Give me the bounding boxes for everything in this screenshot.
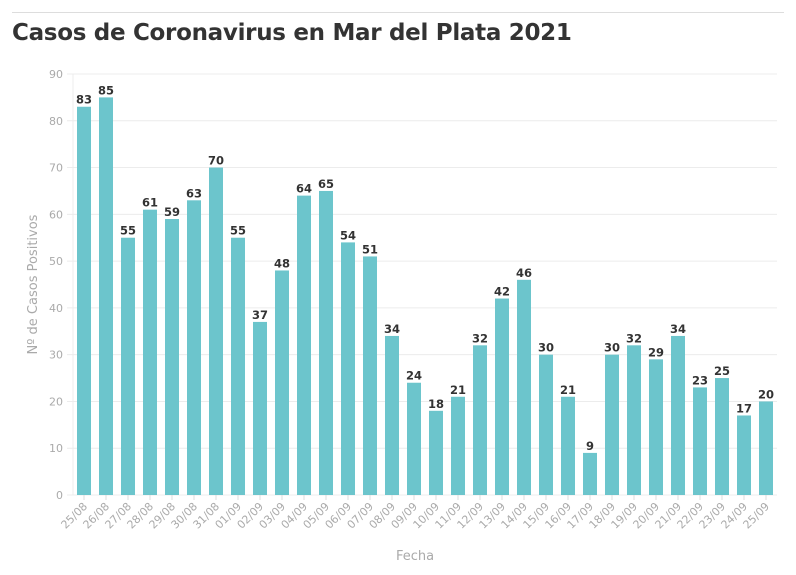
bar (385, 335, 399, 495)
y-tick-label: 40 (49, 302, 63, 315)
data-label: 24 (406, 369, 422, 383)
bar (319, 190, 333, 495)
data-label: 64 (296, 182, 312, 196)
data-label: 30 (538, 341, 554, 355)
data-label: 46 (516, 266, 532, 280)
bar (649, 359, 663, 495)
bar (253, 321, 267, 495)
data-label: 55 (120, 224, 136, 238)
bar (297, 195, 311, 495)
data-label: 85 (98, 83, 114, 97)
bar (99, 97, 113, 495)
data-label: 37 (252, 308, 268, 322)
data-label: 21 (450, 383, 466, 397)
y-axis-title: Nº de Casos Positivos (26, 214, 41, 354)
data-label: 25 (714, 364, 730, 378)
data-label: 54 (340, 228, 356, 242)
y-tick-label: 30 (49, 349, 63, 362)
data-label: 83 (76, 93, 92, 107)
y-tick-label: 20 (49, 395, 63, 408)
data-label: 42 (494, 285, 510, 299)
bar (209, 167, 223, 496)
data-label: 30 (604, 341, 620, 355)
bar (77, 106, 91, 495)
bar (715, 378, 729, 495)
data-label: 23 (692, 373, 708, 387)
bar (275, 270, 289, 495)
bar (605, 354, 619, 495)
data-label: 55 (230, 224, 246, 238)
bar (143, 209, 157, 495)
bar (671, 335, 685, 495)
x-axis-title: Fecha (396, 549, 434, 564)
data-label: 48 (274, 256, 290, 270)
bar (693, 387, 707, 495)
bar (759, 401, 773, 495)
bar (165, 219, 179, 495)
data-label: 9 (586, 439, 594, 453)
bar (473, 345, 487, 495)
bar (737, 415, 751, 495)
bar (627, 345, 641, 495)
y-tick-label: 90 (49, 68, 63, 81)
bar (341, 242, 355, 495)
data-label: 59 (164, 205, 180, 219)
bar (583, 452, 597, 495)
data-label: 29 (648, 345, 664, 359)
data-label: 34 (670, 322, 686, 336)
data-label: 32 (626, 331, 642, 345)
data-label: 70 (208, 154, 224, 168)
bar (539, 354, 553, 495)
chart-title: Casos de Coronavirus en Mar del Plata 20… (12, 20, 572, 46)
data-label: 32 (472, 331, 488, 345)
data-label: 51 (362, 242, 378, 256)
y-tick-label: 10 (49, 442, 63, 455)
y-tick-label: 0 (56, 489, 63, 502)
top-divider (12, 12, 784, 13)
y-tick-label: 50 (49, 255, 63, 268)
data-label: 18 (428, 397, 444, 411)
bar (517, 279, 531, 495)
bar (231, 237, 245, 495)
y-tick-label: 70 (49, 162, 63, 175)
data-label: 61 (142, 196, 158, 210)
bar (363, 256, 377, 495)
data-label: 65 (318, 177, 334, 191)
data-label: 34 (384, 322, 400, 336)
data-label: 21 (560, 383, 576, 397)
bar (451, 396, 465, 495)
bar (429, 410, 443, 495)
bar (187, 200, 201, 496)
y-tick-label: 80 (49, 115, 63, 128)
data-label: 17 (736, 401, 752, 415)
bar (495, 298, 509, 495)
data-label: 20 (758, 387, 774, 401)
bar (121, 237, 135, 495)
bar (561, 396, 575, 495)
y-tick-label: 60 (49, 208, 63, 221)
data-label: 63 (186, 186, 202, 200)
bar (407, 382, 421, 495)
